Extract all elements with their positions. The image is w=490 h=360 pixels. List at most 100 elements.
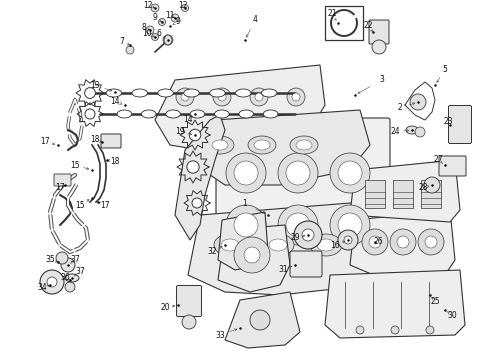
Circle shape	[286, 213, 310, 237]
Circle shape	[362, 229, 388, 255]
Circle shape	[65, 282, 75, 292]
Circle shape	[287, 88, 305, 106]
Circle shape	[338, 213, 362, 237]
Circle shape	[278, 153, 318, 193]
Text: 17: 17	[40, 138, 50, 147]
Text: 12: 12	[178, 0, 188, 9]
Bar	[421, 180, 441, 208]
Circle shape	[226, 205, 266, 245]
Polygon shape	[188, 110, 370, 185]
Text: 29: 29	[290, 234, 300, 243]
Circle shape	[415, 127, 425, 137]
Circle shape	[213, 88, 231, 106]
Circle shape	[418, 229, 444, 255]
FancyBboxPatch shape	[369, 20, 389, 44]
Text: 16: 16	[330, 240, 340, 249]
Text: 27: 27	[433, 156, 443, 165]
Text: 3: 3	[380, 76, 385, 85]
Text: 32: 32	[207, 248, 217, 256]
FancyBboxPatch shape	[54, 174, 71, 186]
Ellipse shape	[158, 89, 173, 97]
Text: 15: 15	[75, 201, 85, 210]
FancyBboxPatch shape	[448, 105, 471, 144]
Circle shape	[244, 247, 260, 263]
Ellipse shape	[269, 239, 287, 251]
Circle shape	[40, 270, 64, 294]
Bar	[393, 180, 413, 208]
Text: 12: 12	[143, 0, 153, 9]
Ellipse shape	[239, 110, 253, 118]
Circle shape	[226, 153, 266, 193]
Polygon shape	[325, 270, 465, 338]
Polygon shape	[218, 225, 290, 292]
Ellipse shape	[190, 110, 205, 118]
Text: 13: 13	[90, 81, 100, 90]
Circle shape	[187, 161, 199, 173]
Polygon shape	[175, 115, 225, 240]
Circle shape	[234, 237, 270, 273]
Text: 1: 1	[243, 199, 247, 208]
Text: 20: 20	[160, 303, 170, 312]
Ellipse shape	[254, 140, 270, 150]
Ellipse shape	[65, 274, 79, 282]
Text: 21: 21	[327, 9, 337, 18]
Text: 17: 17	[55, 184, 65, 193]
Text: 4: 4	[252, 15, 257, 24]
Circle shape	[372, 40, 386, 54]
Circle shape	[255, 93, 263, 101]
Text: 5: 5	[442, 66, 447, 75]
Text: 26: 26	[373, 238, 383, 247]
Polygon shape	[218, 212, 268, 270]
Circle shape	[182, 315, 196, 329]
Circle shape	[56, 252, 68, 264]
Text: 10: 10	[142, 30, 152, 39]
Text: 17: 17	[100, 201, 110, 210]
Text: 25: 25	[430, 297, 440, 306]
Ellipse shape	[164, 35, 172, 45]
Text: 9: 9	[175, 18, 180, 27]
Circle shape	[356, 326, 364, 334]
Ellipse shape	[212, 140, 228, 150]
Text: 31: 31	[278, 266, 288, 274]
Circle shape	[425, 236, 437, 248]
Text: 14: 14	[110, 98, 120, 107]
Circle shape	[426, 326, 434, 334]
Circle shape	[286, 161, 310, 185]
Text: 28: 28	[418, 184, 428, 193]
Circle shape	[234, 161, 258, 185]
Ellipse shape	[184, 89, 199, 97]
Circle shape	[338, 230, 358, 250]
Text: 33: 33	[215, 330, 225, 339]
Text: 18: 18	[90, 135, 100, 144]
Polygon shape	[350, 160, 460, 222]
Polygon shape	[350, 210, 455, 282]
Ellipse shape	[215, 110, 229, 118]
Circle shape	[158, 18, 166, 26]
Ellipse shape	[210, 89, 225, 97]
Circle shape	[181, 93, 189, 101]
Ellipse shape	[261, 89, 277, 97]
Ellipse shape	[166, 110, 180, 118]
Ellipse shape	[132, 89, 147, 97]
Circle shape	[338, 161, 362, 185]
Circle shape	[85, 109, 95, 119]
Ellipse shape	[142, 110, 156, 118]
Circle shape	[302, 229, 314, 241]
Ellipse shape	[317, 239, 335, 251]
Text: 35: 35	[45, 256, 55, 265]
Ellipse shape	[263, 110, 278, 118]
Circle shape	[294, 221, 322, 249]
Circle shape	[330, 153, 370, 193]
Circle shape	[146, 26, 154, 34]
Ellipse shape	[406, 126, 418, 134]
Circle shape	[61, 258, 75, 272]
Circle shape	[218, 93, 226, 101]
Circle shape	[151, 4, 159, 12]
Text: 15: 15	[70, 161, 80, 170]
Circle shape	[192, 198, 202, 208]
FancyBboxPatch shape	[290, 251, 322, 277]
Text: 37: 37	[75, 267, 85, 276]
Circle shape	[176, 88, 194, 106]
Circle shape	[391, 326, 399, 334]
Circle shape	[250, 88, 268, 106]
